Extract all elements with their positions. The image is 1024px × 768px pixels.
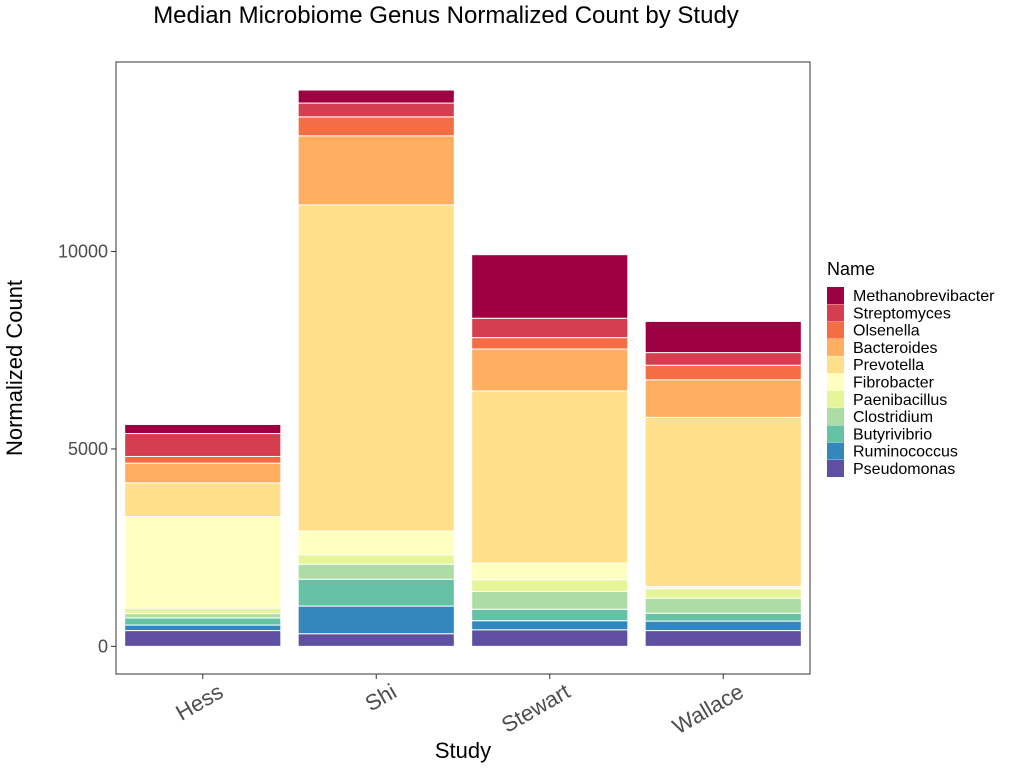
bar-segment bbox=[124, 617, 282, 626]
bar-segment bbox=[124, 630, 282, 647]
bar-segment bbox=[471, 254, 629, 319]
bar-segment bbox=[297, 633, 455, 647]
legend-title: Name bbox=[827, 259, 875, 279]
x-tick-label: Stewart bbox=[497, 679, 574, 738]
bar-segment bbox=[471, 629, 629, 647]
legend-swatch bbox=[827, 408, 844, 426]
x-tick-label: Hess bbox=[171, 679, 227, 726]
bar-segment bbox=[124, 455, 282, 464]
x-axis: Hess Shi Stewart Wallace bbox=[171, 674, 748, 739]
bar-segment bbox=[297, 554, 455, 565]
bar-segment bbox=[471, 348, 629, 392]
legend-label: Bacteroides bbox=[853, 340, 938, 357]
bar-segment bbox=[471, 620, 629, 631]
bar-segment bbox=[471, 337, 629, 350]
bar-segment bbox=[124, 515, 282, 609]
legend-swatch bbox=[827, 425, 844, 443]
bar-segment bbox=[297, 116, 455, 137]
x-tick-label: Wallace bbox=[668, 679, 748, 739]
bar-segment bbox=[644, 379, 802, 418]
y-axis: 0 5000 10000 bbox=[58, 242, 116, 656]
legend-label: Methanobrevibacter bbox=[853, 288, 995, 305]
bar-segment bbox=[644, 630, 802, 647]
y-tick-label: 10000 bbox=[58, 242, 108, 262]
bar-segment bbox=[124, 624, 282, 632]
bar-segment bbox=[297, 102, 455, 118]
x-axis-title: Study bbox=[435, 738, 491, 763]
legend-swatch bbox=[827, 373, 844, 391]
bar-segment bbox=[297, 605, 455, 635]
bar-segment bbox=[297, 89, 455, 104]
bar-segment bbox=[644, 364, 802, 381]
bar-segment bbox=[297, 204, 455, 532]
y-tick-label: 5000 bbox=[68, 439, 108, 459]
bar-segment bbox=[124, 482, 282, 517]
legend-swatch bbox=[827, 287, 844, 304]
bar-segment bbox=[124, 462, 282, 484]
bar-segment bbox=[297, 530, 455, 556]
legend-label: Streptomyces bbox=[853, 305, 951, 322]
bar-segment bbox=[471, 317, 629, 339]
bar-segment bbox=[297, 135, 455, 206]
legend: Name MethanobrevibacterStreptomycesOlsen… bbox=[827, 259, 995, 478]
legend-swatch bbox=[827, 338, 844, 356]
bar-segment bbox=[644, 416, 802, 587]
bar-segment bbox=[124, 607, 282, 615]
legend-swatch bbox=[827, 460, 844, 477]
bar-segment bbox=[644, 597, 802, 614]
bar-segment bbox=[471, 579, 629, 592]
legend-swatch bbox=[827, 304, 844, 322]
legend-label: Prevotella bbox=[853, 357, 924, 374]
bar-segment bbox=[644, 588, 802, 599]
legend-label: Ruminococcus bbox=[853, 444, 958, 461]
bar-segment bbox=[124, 423, 282, 435]
bar-segment bbox=[297, 578, 455, 607]
bar-segment bbox=[471, 562, 629, 581]
bar-segment bbox=[471, 390, 629, 564]
bar-segment bbox=[644, 352, 802, 366]
legend-swatch bbox=[827, 321, 844, 339]
legend-swatch bbox=[827, 442, 844, 460]
legend-items: MethanobrevibacterStreptomycesOlsenellaB… bbox=[827, 287, 995, 478]
chart-title: Median Microbiome Genus Normalized Count… bbox=[153, 2, 739, 29]
bar-segment bbox=[644, 620, 802, 632]
x-tick-label: Shi bbox=[361, 679, 401, 717]
bar-segment bbox=[471, 608, 629, 622]
bars bbox=[124, 89, 802, 647]
y-tick-label: 0 bbox=[98, 636, 108, 656]
legend-label: Butyrivibrio bbox=[853, 426, 932, 443]
y-axis-title: Normalized Count bbox=[2, 280, 27, 456]
legend-label: Olsenella bbox=[853, 323, 920, 340]
bar-segment bbox=[124, 613, 282, 619]
bar-segment bbox=[124, 433, 282, 457]
legend-swatch bbox=[827, 356, 844, 374]
bar-segment bbox=[471, 590, 629, 610]
bar-segment bbox=[644, 320, 802, 354]
legend-label: Fibrobacter bbox=[853, 375, 935, 392]
bar-segment bbox=[297, 563, 455, 580]
legend-label: Paenibacillus bbox=[853, 392, 947, 409]
bar-segment bbox=[644, 612, 802, 622]
legend-label: Pseudomonas bbox=[853, 461, 955, 478]
legend-swatch bbox=[827, 390, 844, 408]
legend-label: Clostridium bbox=[853, 409, 933, 426]
